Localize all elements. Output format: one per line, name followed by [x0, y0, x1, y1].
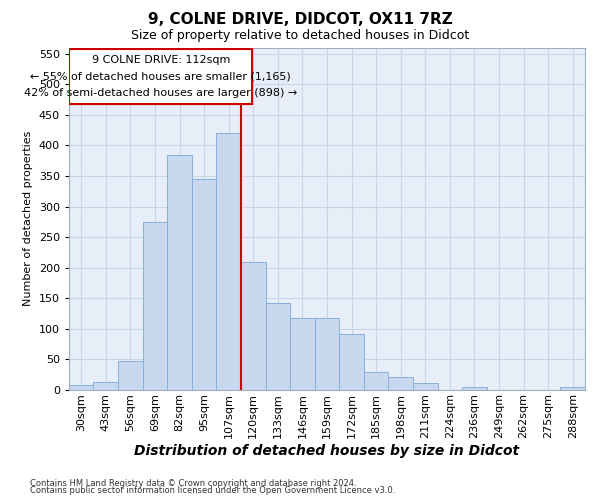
Bar [70, 50, 252, 104]
X-axis label: Distribution of detached houses by size in Didcot: Distribution of detached houses by size … [134, 444, 520, 458]
Bar [241, 262, 266, 390]
Text: ← 55% of detached houses are smaller (1,165): ← 55% of detached houses are smaller (1,… [31, 72, 291, 82]
Bar [69, 385, 94, 390]
Bar [290, 318, 314, 390]
Bar [94, 382, 118, 390]
Bar [266, 302, 290, 390]
Bar [167, 154, 192, 390]
Bar [314, 318, 339, 390]
Bar [364, 372, 388, 390]
Text: 9, COLNE DRIVE, DIDCOT, OX11 7RZ: 9, COLNE DRIVE, DIDCOT, OX11 7RZ [148, 12, 452, 28]
Bar [339, 334, 364, 390]
Bar [143, 222, 167, 390]
Bar [217, 133, 241, 390]
Y-axis label: Number of detached properties: Number of detached properties [23, 131, 33, 306]
Bar [388, 376, 413, 390]
Text: 42% of semi-detached houses are larger (898) →: 42% of semi-detached houses are larger (… [24, 88, 298, 98]
Bar [462, 387, 487, 390]
Text: Size of property relative to detached houses in Didcot: Size of property relative to detached ho… [131, 29, 469, 42]
Text: Contains HM Land Registry data © Crown copyright and database right 2024.: Contains HM Land Registry data © Crown c… [30, 478, 356, 488]
Bar [560, 387, 585, 390]
Text: Contains public sector information licensed under the Open Government Licence v3: Contains public sector information licen… [30, 486, 395, 495]
Bar [192, 179, 217, 390]
Text: 9 COLNE DRIVE: 112sqm: 9 COLNE DRIVE: 112sqm [92, 55, 230, 65]
Bar [413, 382, 437, 390]
Bar [118, 360, 143, 390]
